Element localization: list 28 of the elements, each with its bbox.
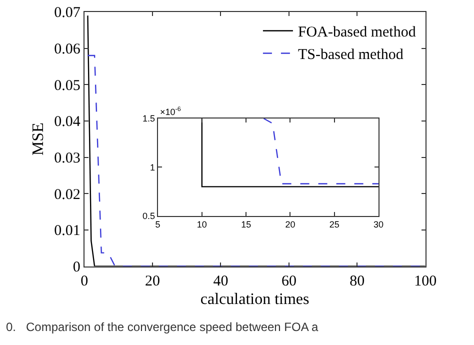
y-tick-label: 0.03 [54, 150, 80, 167]
x-tick-label: 20 [145, 273, 160, 290]
legend-label: FOA-based method [298, 24, 416, 41]
annotation: ×10$^{-6}$ [160, 106, 182, 117]
y-tick-label: 0.06 [54, 42, 81, 58]
y-tick-label: 0.02 [54, 186, 80, 203]
x-tick-label: 5 [155, 220, 160, 230]
y-tick-label: 0.07 [54, 5, 81, 22]
y-tick-label: 0.01 [54, 223, 80, 240]
legend-label: TS-based method [298, 47, 404, 64]
text: 0. Comparison of the convergence speed between FOA a [6, 320, 319, 334]
y-tick-label: 0 [72, 260, 80, 276]
y-axis-title: MSE [30, 122, 47, 156]
y-tick-label: 0.5 [142, 211, 155, 222]
x-tick-label: 30 [374, 220, 384, 230]
x-tick-label: 15 [241, 220, 252, 230]
x-tick-label: 20 [285, 220, 296, 230]
y-tick-label: 1 [150, 162, 155, 172]
y-tick-label: 0.04 [54, 114, 81, 130]
x-tick-label: 100 [414, 273, 437, 290]
x-tick-label: 25 [329, 220, 340, 230]
x-axis-title: calculation times [200, 290, 310, 308]
x-tick-label: 80 [350, 273, 365, 290]
y-tick-label: 0.05 [54, 78, 80, 94]
x-tick-label: 60 [281, 273, 296, 290]
x-tick-label: 40 [213, 273, 228, 290]
y-tick-label: 1.5 [142, 114, 155, 124]
x-tick-label: 10 [196, 220, 207, 230]
